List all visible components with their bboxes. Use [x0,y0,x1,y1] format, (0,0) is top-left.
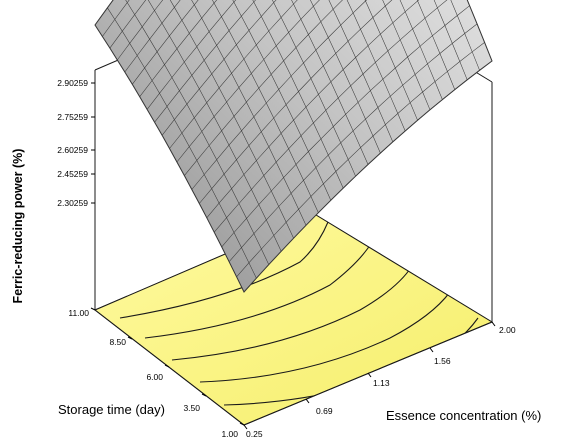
y-tick [127,336,133,340]
z-tick-label: 2.45259 [57,169,88,179]
y-tick [201,393,207,397]
mesh-line [346,0,406,132]
x-tick-label: 0.69 [316,406,333,416]
contour-line [171,265,413,361]
mesh-line [146,0,237,110]
y-tick [90,307,96,311]
y-tick-label: 3.50 [183,403,200,413]
surface-mesh [94,0,493,293]
y-axis-title: Storage time (day) [58,402,165,417]
x-tick-label: 1.56 [434,356,451,366]
response-surface [94,0,493,293]
mesh-line [364,0,418,121]
z-axis-title: Ferric-reducing power (%) [11,149,25,304]
x-tick-label: 1.13 [373,378,390,388]
z-tick-label: 2.30259 [57,198,88,208]
x-tick [491,321,496,327]
contour-line [119,221,329,319]
mesh-line [154,0,256,123]
mesh-line [450,0,480,71]
x-tick [429,347,434,353]
y-tick-label: 11.00 [68,308,89,318]
x-axis: 0.25 0.69 1.13 1.56 2.00 Essence concent… [243,321,541,437]
mesh-line [433,0,468,80]
z-tick-label: 2.90259 [57,78,88,88]
mesh-line [310,0,381,154]
z-tick-label: 2.60259 [57,145,88,155]
mesh-line [139,0,218,97]
contour-floor-plane [94,214,494,426]
y-tick-label: 8.50 [109,337,126,347]
mesh-line [328,0,394,143]
z-tick-label: 2.75259 [57,112,88,122]
x-tick-label: 2.00 [499,325,516,335]
mesh-line [416,0,456,90]
x-tick [367,372,372,378]
mesh-line [117,0,164,61]
contour-line [199,291,451,383]
mesh-line [169,0,298,149]
mesh-line [124,0,181,73]
x-tick-label: 0.25 [246,429,263,437]
y-tick [239,422,245,426]
y-tick-label: 6.00 [146,372,163,382]
mesh-line [399,0,443,100]
y-axis: 11.00 8.50 6.00 3.50 1.00 Storage time (… [58,307,245,437]
y-tick-label: 1.00 [221,429,238,437]
y-tick [164,364,170,368]
z-tick-group: 2.90259 2.75259 2.60259 2.45259 2.30259 [57,78,95,208]
mesh-line [161,0,277,136]
contour-floor [94,214,494,426]
z-axis: 2.90259 2.75259 2.60259 2.45259 2.30259 … [11,78,95,303]
mesh-line [382,0,431,110]
x-tick [305,398,310,404]
mesh-line [132,0,199,85]
x-tick [243,424,248,430]
box-front-floor-left [94,309,245,426]
contour-line [144,241,373,339]
x-axis-title: Essence concentration (%) [386,408,541,423]
